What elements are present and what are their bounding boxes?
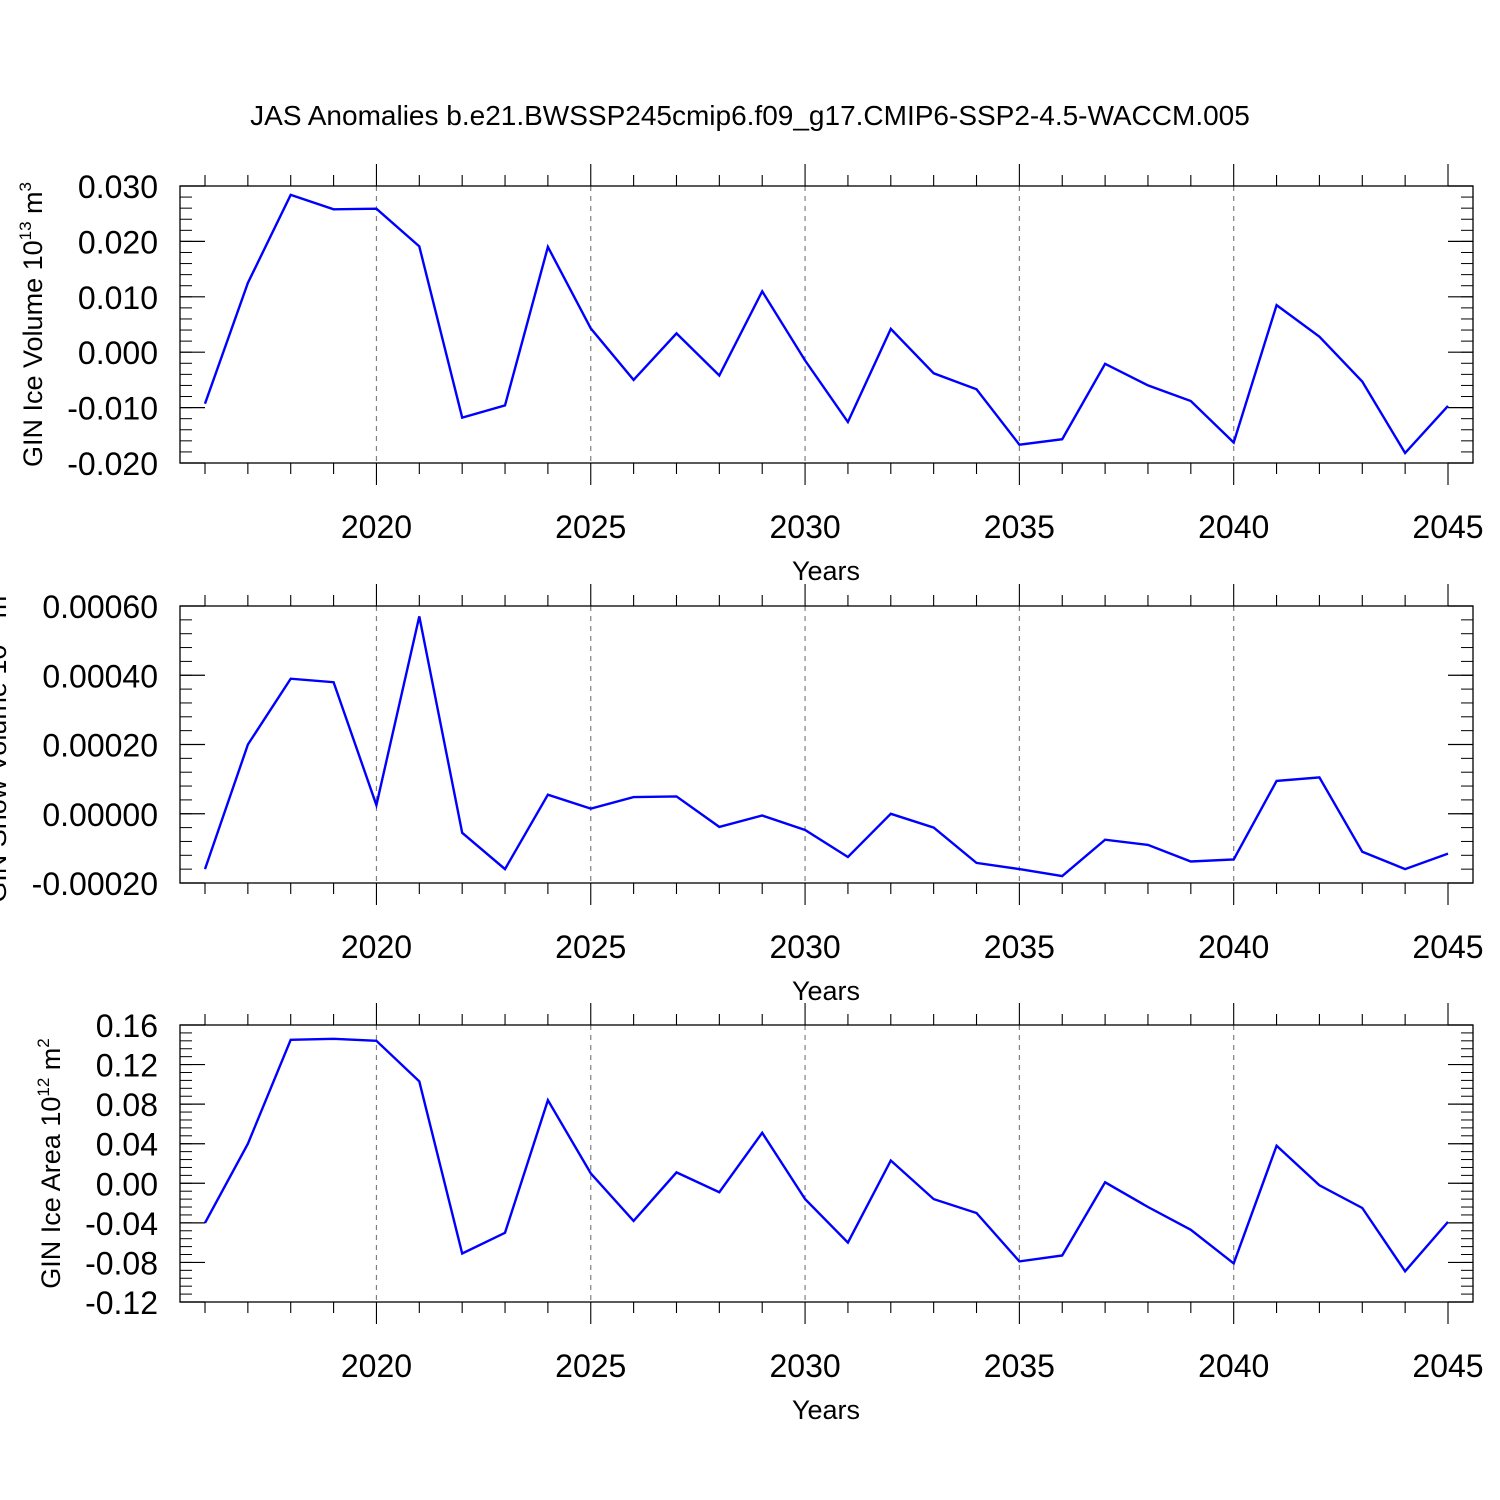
y-tick-label: 0.00020 (42, 728, 158, 764)
y-axis-label-unit-exponent: 2 (34, 1038, 53, 1047)
y-tick-label: 0.00000 (42, 797, 158, 833)
x-tick-label: 2025 (555, 509, 626, 545)
y-tick-label: -0.010 (67, 391, 158, 427)
y-tick-label: -0.12 (85, 1285, 158, 1321)
panel-snow-volume: 2020 2025 2030 2035 2040 2045 Years 0.00060 0.00… (0, 584, 1484, 1006)
x-tick-label: 2020 (341, 509, 412, 545)
x-tick-label: 2025 (555, 1348, 626, 1384)
y-tick-label: -0.00020 (32, 866, 158, 902)
y-tick-label: 0.000 (78, 335, 158, 371)
y-axis-label-exponent: 13 (16, 221, 35, 240)
x-tick-label: 2020 (341, 1348, 412, 1384)
y-tick-label: -0.08 (85, 1245, 158, 1281)
y-axis-label-exponent: 12 (34, 1078, 53, 1097)
series-line-ice-area (203, 1037, 1449, 1274)
plot-frame (179, 605, 1474, 884)
series-line-snow-volume (203, 616, 1449, 878)
x-tick-label: 2030 (769, 929, 840, 965)
x-tick-label: 2045 (1412, 509, 1483, 545)
y-tick-label: 0.08 (96, 1087, 158, 1123)
x-tick-label: 2040 (1198, 1348, 1269, 1384)
series-line-ice-volume (203, 193, 1449, 456)
x-tick-label: 2040 (1198, 509, 1269, 545)
x-tick-label: 2020 (341, 929, 412, 965)
y-axis-label-base: GIN Ice Area 10 (36, 1097, 66, 1289)
x-axis-label: Years (792, 1395, 860, 1425)
y-axis-label-unit: m (0, 596, 12, 626)
y-axis-label: GIN Ice Volume 1013 m3 (16, 182, 48, 467)
x-tick-label: 2035 (984, 1348, 1055, 1384)
plot-frame (179, 185, 1474, 464)
chart-title: JAS Anomalies b.e21.BWSSP245cmip6.f09_g1… (250, 100, 1250, 131)
x-tick-label: 2045 (1412, 929, 1483, 965)
y-tick-label: 0.00040 (42, 658, 158, 694)
y-axis-label-unit-exponent: 3 (16, 182, 35, 191)
x-tick-label: 2045 (1412, 1348, 1483, 1384)
panel-ice-volume: 2020 2025 2030 2035 2040 2045 Years 0.030 0.020 0… (16, 164, 1484, 586)
y-tick-label: -0.04 (85, 1206, 158, 1242)
y-axis-label-base: GIN Snow Volume 10 (0, 645, 12, 903)
y-tick-label: -0.020 (67, 446, 158, 482)
x-tick-label: 2030 (769, 1348, 840, 1384)
y-axis-label-base: GIN Ice Volume 10 (18, 240, 48, 467)
y-axis-label: GIN Ice Area 1012 m2 (34, 1038, 66, 1289)
x-axis-label: Years (792, 976, 860, 1006)
y-axis-label-unit: m (18, 191, 48, 221)
y-axis-label-unit: m (36, 1048, 66, 1078)
y-tick-label: 0.020 (78, 224, 158, 260)
y-tick-label: 0.00 (96, 1166, 158, 1202)
x-tick-label: 2035 (984, 509, 1055, 545)
y-axis-label: GIN Snow Volume 1013 m3 (0, 586, 12, 903)
panel-ice-area: 2020 2025 2030 2035 2040 2045Years0.160.120.0… (34, 1003, 1484, 1425)
y-tick-label: 0.010 (78, 280, 158, 316)
x-tick-label: 2030 (769, 509, 840, 545)
x-tick-label: 2040 (1198, 929, 1269, 965)
x-tick-label: 2025 (555, 929, 626, 965)
y-tick-label: 0.16 (96, 1008, 158, 1044)
y-tick-label: 0.030 (78, 169, 158, 205)
y-tick-label: 0.04 (96, 1127, 158, 1163)
x-axis-label: Years (792, 556, 860, 586)
y-tick-label: 0.00060 (42, 589, 158, 625)
panels: 2020 2025 2030 2035 2040 2045 Years 0.030 0.020 0… (0, 164, 1484, 1425)
y-tick-label: 0.12 (96, 1048, 158, 1084)
x-tick-label: 2035 (984, 929, 1055, 965)
plot-frame (179, 1024, 1474, 1303)
